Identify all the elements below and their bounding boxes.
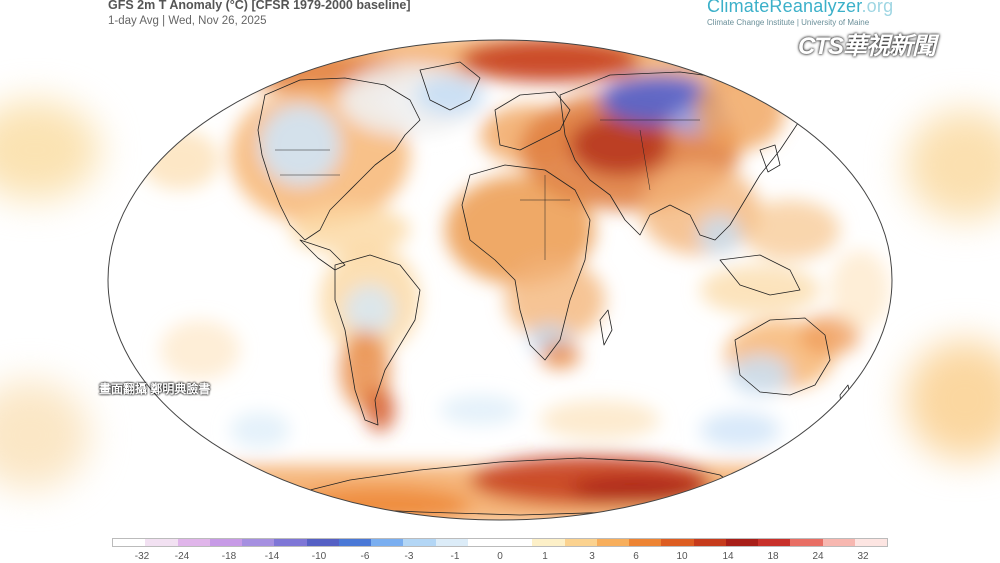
colorbar-segment: [758, 539, 791, 546]
colorbar-tick-label: 0: [497, 551, 503, 562]
north-america-coast: [257, 77, 421, 241]
colorbar-segment: [242, 539, 275, 546]
colorbar-segment: [306, 539, 339, 546]
colorbar-tick-label: 32: [857, 551, 869, 562]
africa-coast: [461, 164, 591, 361]
colorbar-tick-label: -3: [404, 551, 414, 562]
colorbar-tick-label: 18: [767, 551, 779, 562]
colorbar-tick-label: 14: [722, 551, 734, 562]
colorbar-tick-label: -6: [360, 551, 370, 562]
central-america-coast: [299, 239, 346, 271]
colorbar-tick-label: 6: [633, 551, 639, 562]
right-blur-decoration-2: [905, 340, 1000, 460]
colorbar-segment: [209, 539, 242, 546]
brand-name: ClimateReanalyzer: [707, 0, 862, 16]
tv-station-logo: CTS華視新聞: [798, 33, 936, 60]
colorbar-segment: [661, 539, 694, 546]
colorbar-segment: [596, 539, 629, 546]
colorbar-segment: [403, 539, 436, 546]
colorbar-segment: [500, 539, 533, 546]
colorbar-segment: [274, 539, 307, 546]
colorbar-segment: [145, 539, 178, 546]
map-subtitle: 1-day Avg | Wed, Nov 26, 2025: [108, 15, 267, 27]
colorbar-segment: [790, 539, 823, 546]
colorbar-tick-label: -14: [264, 551, 280, 562]
colorbar-tick-label: 24: [812, 551, 824, 562]
colorbar-tick-label: -32: [134, 551, 150, 562]
colorbar-segment: [854, 539, 887, 546]
australia-coast: [734, 317, 831, 396]
colorbar-segment: [629, 539, 662, 546]
indonesia-coast: [719, 254, 801, 296]
madagascar-coast: [599, 309, 613, 346]
anomaly-colorbar: [112, 538, 888, 547]
colorbar-segment: [822, 539, 855, 546]
colorbar-tick-label: -24: [174, 551, 190, 562]
south-america-coast: [334, 254, 421, 426]
colorbar-tick-label: 3: [589, 551, 595, 562]
colorbar-ticks: -32 -24 -18 -14 -10 -6 -3 -1 0 1 3 6 10 14 18 24 32: [112, 551, 888, 563]
colorbar-segment: [113, 539, 146, 546]
brand-suffix: .org: [861, 0, 894, 16]
brand-logo: ClimateReanalyzer.org: [707, 0, 893, 17]
colorbar-segment: [532, 539, 565, 546]
colorbar-tick-label: -10: [311, 551, 327, 562]
globe-outline: [107, 39, 893, 521]
colorbar-tick-label: -1: [450, 551, 460, 562]
colorbar-tick-label: 1: [542, 551, 548, 562]
colorbar-segment: [338, 539, 371, 546]
colorbar-tick-label: -18: [221, 551, 237, 562]
left-blur-decoration: [0, 100, 100, 200]
colorbar-segment: [693, 539, 726, 546]
colorbar-segment: [725, 539, 758, 546]
japan-coast: [759, 144, 781, 173]
colorbar-segment: [564, 539, 597, 546]
photo-credit-caption: 畫面翻攝 鄭明典臉書: [99, 382, 211, 396]
colorbar-segment: [371, 539, 404, 546]
map-title: GFS 2m T Anomaly (°C) [CFSR 1979-2000 ba…: [108, 0, 411, 12]
brand-affiliation: Climate Change Institute | University of…: [707, 18, 870, 27]
europe-coast: [494, 91, 571, 151]
greenland-coast: [419, 61, 481, 111]
colorbar-segment: [177, 539, 210, 546]
political-borders: [275, 119, 700, 260]
right-blur-decoration: [905, 110, 1000, 220]
colorbar-segment: [435, 539, 468, 546]
colorbar-tick-label: 10: [676, 551, 688, 562]
colorbar-segment: [467, 539, 500, 546]
